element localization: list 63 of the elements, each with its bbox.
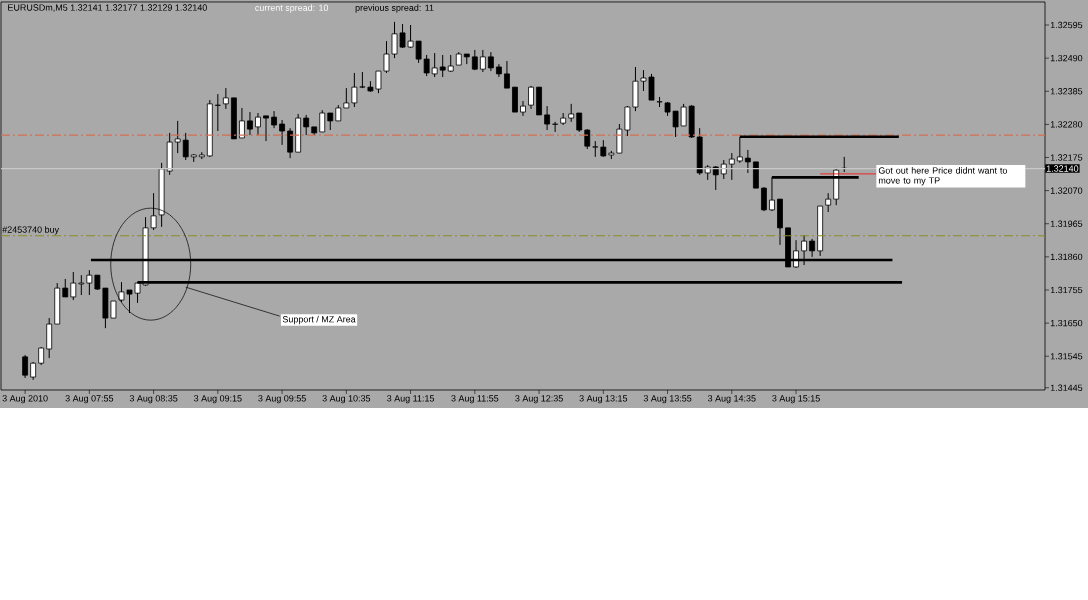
x-tick-label: 3 Aug 2010 <box>2 395 48 404</box>
y-tick-label: 1.31860 <box>1050 253 1083 261</box>
candlestick <box>439 54 446 78</box>
x-tick-label: 3 Aug 07:55 <box>65 395 114 404</box>
candlestick <box>239 107 245 139</box>
candlestick <box>287 127 294 159</box>
candlestick <box>182 132 189 161</box>
y-tick-label: 1.32385 <box>1050 88 1083 95</box>
y-tick-label: 1.32070 <box>1050 187 1083 194</box>
candlestick <box>504 60 510 89</box>
candlestick <box>544 105 551 131</box>
candlestick <box>343 87 350 109</box>
y-tick-label: 1.32490 <box>1050 54 1083 62</box>
x-tick-label: 3 Aug 09:15 <box>194 395 242 404</box>
annotation: Got out here Price didnt want to move to my TP <box>878 167 1008 186</box>
candlestick <box>303 114 310 136</box>
x-tick-label: 3 Aug 13:15 <box>579 395 628 404</box>
x-tick-label: 3 Aug 09:55 <box>258 395 306 404</box>
y-tick-label: 1.31445 <box>1050 384 1083 391</box>
candlestick <box>520 100 526 117</box>
candlestick <box>70 271 77 301</box>
y-tick-label: 1.31755 <box>1050 286 1083 294</box>
y-tick-label: 1.31965 <box>1050 220 1083 227</box>
y-tick-label: 1.32595 <box>1050 21 1083 29</box>
annotation: previous spread: 11 <box>355 4 434 13</box>
candlestick <box>825 192 832 213</box>
candlestick <box>222 87 229 110</box>
y-tick-label: 1.31650 <box>1050 319 1083 327</box>
y-tick-label: 1.31545 <box>1050 353 1083 360</box>
x-tick-label: 3 Aug 13:55 <box>643 395 692 404</box>
ref-line-label: 1.32140 <box>1046 165 1079 172</box>
candlestick <box>431 52 438 78</box>
x-tick-label: 3 Aug 10:35 <box>322 395 371 404</box>
candlestick <box>279 119 285 146</box>
candlestick <box>576 112 583 133</box>
annotation: Support / MZ Area <box>282 315 356 325</box>
x-tick-label: 3 Aug 15:15 <box>772 395 820 404</box>
candlestick <box>528 85 534 110</box>
candlestick <box>351 72 358 108</box>
x-tick-label: 3 Aug 14:35 <box>707 395 756 404</box>
x-tick-label: 3 Aug 12:35 <box>515 395 563 404</box>
candlestick <box>744 149 751 174</box>
candlestick <box>728 152 735 181</box>
candlestick <box>214 93 221 132</box>
x-tick-label: 3 Aug 08:35 <box>129 395 178 404</box>
x-tick-label: 3 Aug 11:55 <box>451 395 499 404</box>
chart-title: EURUSDm,M5 1.32141 1.32177 1.32129 1.32140 <box>8 4 207 12</box>
candlestick <box>247 111 253 136</box>
candlestick <box>712 165 719 191</box>
candlestick <box>174 120 181 154</box>
candlestick <box>22 354 29 379</box>
y-tick-label: 1.32280 <box>1050 121 1083 128</box>
candlestick <box>263 115 269 142</box>
ref-line-label: #2453740 buy <box>2 226 60 235</box>
candlestick <box>479 49 486 73</box>
candlestick <box>319 109 326 133</box>
annotation: current spread: 10 <box>255 4 329 13</box>
candlestick <box>255 112 261 136</box>
candlestick <box>552 121 559 133</box>
x-tick-label: 3 Aug 11:15 <box>387 395 435 404</box>
candlestick <box>78 274 85 296</box>
y-tick-label: 1.32175 <box>1050 154 1083 161</box>
candlestick <box>487 51 494 72</box>
